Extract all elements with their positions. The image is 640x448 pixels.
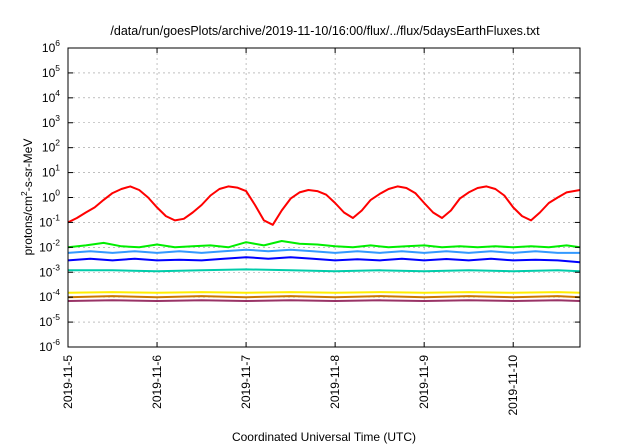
y-tick-base: 10 [39, 215, 53, 229]
y-tick-label: 103 [42, 113, 60, 130]
x-tick-label: 2019-11-8 [328, 355, 342, 409]
grid [68, 48, 580, 347]
y-tick-exp: -5 [52, 312, 60, 322]
y-tick-label: 102 [42, 138, 60, 155]
series-line [68, 268, 581, 273]
x-axis-label: Coordinated Universal Time (UTC) [232, 430, 416, 444]
y-tick-exp: -6 [52, 337, 60, 347]
y-ticks: 10-610-510-410-310-210-11001011021031041… [39, 38, 580, 354]
y-tick-exp: 5 [55, 63, 60, 73]
y-tick-label: 10-6 [39, 337, 60, 354]
y-tick-label: 10-4 [39, 287, 60, 304]
series-layer [67, 185, 581, 302]
y-tick-base: 10 [42, 141, 56, 155]
y-tick-base: 10 [42, 191, 56, 205]
y-tick-exp: 1 [55, 163, 60, 173]
y-tick-exp: 2 [55, 138, 60, 148]
y-tick-label: 101 [42, 163, 60, 180]
y-tick-exp: 0 [55, 188, 60, 198]
y-tick-label: 106 [42, 38, 60, 55]
series-line [67, 248, 580, 254]
y-tick-base: 10 [39, 315, 53, 329]
y-axis-label: protons/cm2-s-sr-MeV [19, 139, 35, 256]
y-axis-label-sup: 2 [19, 191, 29, 196]
y-axis-label-rest: -s-sr-MeV [21, 139, 35, 192]
series-line [67, 240, 581, 249]
y-tick-base: 10 [42, 41, 56, 55]
series-line [67, 185, 581, 226]
y-tick-exp: 3 [55, 113, 60, 123]
y-tick-label: 10-5 [39, 312, 60, 329]
series-line [67, 295, 581, 299]
x-tick-label: 2019-11-6 [150, 355, 164, 409]
y-tick-exp: -2 [52, 237, 60, 247]
x-tick-label: 2019-11-5 [61, 355, 75, 409]
x-tick-label: 2019-11-9 [417, 355, 431, 409]
y-tick-exp: 4 [55, 88, 60, 98]
y-tick-exp: -1 [52, 212, 60, 222]
x-tick-label: 2019-11-10 [506, 355, 520, 416]
y-tick-base: 10 [42, 66, 56, 80]
y-axis-label-base: protons/cm [21, 196, 35, 255]
y-tick-base: 10 [39, 240, 53, 254]
y-tick-label: 104 [42, 88, 60, 105]
y-tick-label: 10-3 [39, 262, 60, 279]
y-tick-label: 105 [42, 63, 60, 80]
y-tick-label: 100 [42, 188, 60, 205]
y-tick-exp: -4 [52, 287, 60, 297]
y-tick-base: 10 [42, 166, 56, 180]
series-line [67, 256, 581, 264]
y-tick-base: 10 [39, 340, 53, 354]
x-ticks: 2019-11-5 2019-11-6 2019-11-7 2019-11-8 2019… [61, 48, 520, 416]
y-tick-label: 10-2 [39, 237, 60, 254]
y-tick-base: 10 [42, 116, 56, 130]
series-line [67, 299, 581, 302]
x-tick-label: 2019-11-7 [239, 355, 253, 409]
y-tick-label: 10-1 [39, 212, 60, 229]
y-tick-base: 10 [42, 91, 56, 105]
y-tick-exp: -3 [52, 262, 60, 272]
y-tick-base: 10 [39, 290, 53, 304]
series-line [67, 291, 581, 294]
chart-title: /data/run/goesPlots/archive/2019-11-10/1… [110, 24, 540, 38]
y-tick-exp: 6 [55, 38, 60, 48]
y-tick-base: 10 [39, 265, 53, 279]
